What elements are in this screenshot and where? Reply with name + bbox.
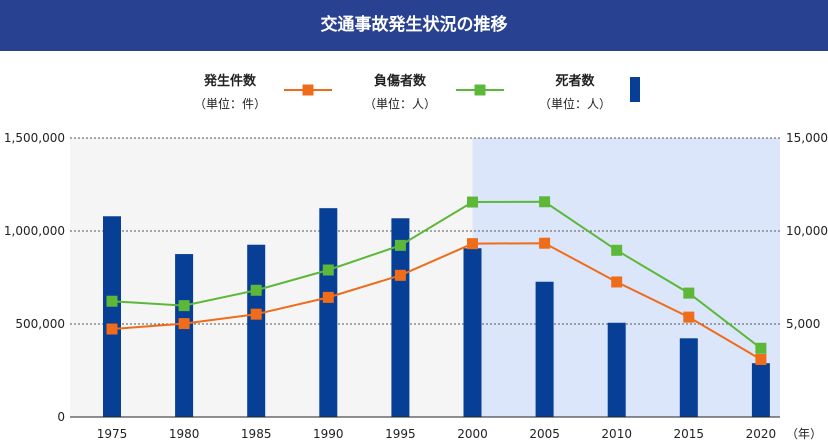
legend-bar-deaths bbox=[630, 77, 640, 102]
x-tick-label: 1975 bbox=[97, 427, 128, 441]
y-left-tick-label: 0 bbox=[57, 410, 65, 424]
title-bar: 交通事故発生状況の推移 bbox=[0, 0, 828, 51]
marker-0-1990 bbox=[322, 291, 334, 303]
marker-1-2015 bbox=[683, 287, 695, 299]
bar-2000 bbox=[463, 248, 482, 417]
x-tick-label: 1985 bbox=[241, 427, 272, 441]
marker-1-2010 bbox=[611, 244, 623, 256]
bar-2015 bbox=[679, 338, 698, 417]
marker-1-1985 bbox=[250, 284, 262, 296]
x-tick-label: 1980 bbox=[169, 427, 200, 441]
legend-unit-accidents: （単位：件） bbox=[193, 97, 266, 111]
marker-0-1995 bbox=[394, 269, 406, 281]
marker-1-1990 bbox=[322, 264, 334, 276]
x-tick-label: 2000 bbox=[457, 427, 488, 441]
y-left-tick-label: 1,500,000 bbox=[4, 131, 65, 145]
bar-2005 bbox=[535, 281, 554, 417]
bar-1980 bbox=[175, 254, 194, 417]
marker-1-1975 bbox=[106, 295, 118, 307]
marker-1-1980 bbox=[178, 300, 190, 312]
x-tick-label: 1995 bbox=[385, 427, 416, 441]
chart-title: 交通事故発生状況の推移 bbox=[320, 15, 508, 35]
legend-name-accidents: 発生件数 bbox=[203, 74, 256, 89]
legend-unit-injured: （単位：人） bbox=[363, 97, 436, 111]
marker-0-2005 bbox=[539, 237, 551, 249]
marker-1-2020 bbox=[755, 342, 767, 354]
bar-2020 bbox=[751, 363, 770, 417]
marker-1-2000 bbox=[467, 196, 478, 208]
legend-marker-injured bbox=[474, 84, 486, 96]
x-tick-label: 2005 bbox=[529, 427, 560, 441]
x-tick-label: 2015 bbox=[674, 427, 705, 441]
marker-0-2010 bbox=[611, 276, 623, 288]
shaded-region bbox=[70, 138, 473, 417]
x-axis-unit: （年） bbox=[786, 427, 822, 441]
marker-0-1980 bbox=[178, 318, 190, 330]
y-right-tick-label: 15,000 bbox=[786, 131, 828, 145]
marker-0-1985 bbox=[250, 308, 262, 320]
line-series-0 bbox=[111, 242, 762, 361]
bar-1975 bbox=[103, 216, 121, 417]
y-left-tick-label: 500,000 bbox=[15, 317, 65, 331]
marker-0-2000 bbox=[467, 238, 478, 250]
legend-name-deaths: 死者数 bbox=[555, 74, 595, 89]
y-right-tick-label: 5,000 bbox=[786, 317, 820, 331]
x-tick-label: 2010 bbox=[601, 427, 632, 441]
marker-0-1975 bbox=[106, 323, 118, 335]
legend-marker-accidents bbox=[302, 84, 314, 96]
bar-2010 bbox=[607, 322, 626, 417]
marker-0-2015 bbox=[683, 311, 695, 323]
x-tick-label: 1990 bbox=[313, 427, 344, 441]
line-series-1 bbox=[111, 200, 762, 350]
bar-1985 bbox=[247, 244, 266, 417]
y-right-tick-label: 10,000 bbox=[786, 224, 828, 238]
bar-1995 bbox=[391, 218, 410, 417]
legend-name-injured: 負傷者数 bbox=[373, 74, 426, 89]
y-left-tick-label: 1,000,000 bbox=[4, 224, 65, 238]
shaded-region bbox=[472, 138, 780, 417]
bar-1990 bbox=[319, 208, 338, 417]
x-tick-label: 2020 bbox=[746, 427, 777, 441]
legend-unit-deaths: （単位：人） bbox=[538, 97, 611, 111]
marker-1-1995 bbox=[394, 239, 406, 251]
marker-1-2005 bbox=[539, 196, 551, 208]
marker-0-2020 bbox=[755, 353, 767, 365]
